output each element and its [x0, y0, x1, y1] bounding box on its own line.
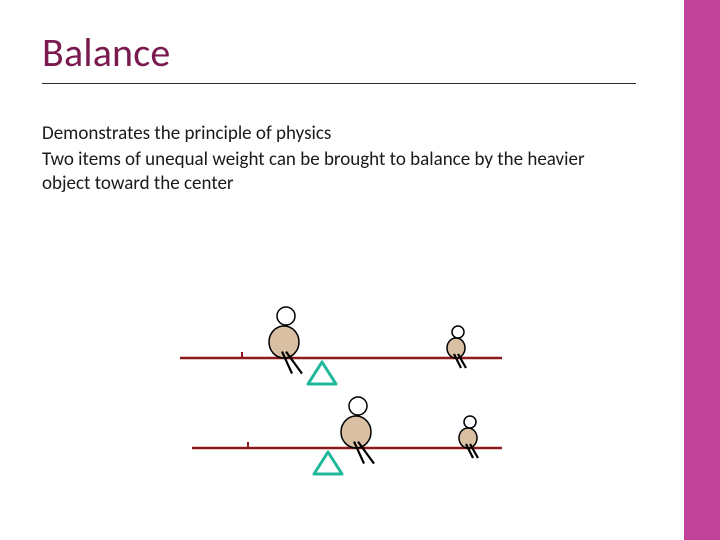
slide-title: Balance	[42, 28, 636, 77]
title-divider	[42, 83, 636, 84]
accent-bar	[684, 0, 720, 540]
balance-diagram	[172, 298, 512, 498]
slide-content: Balance Demonstrates the principle of ph…	[0, 0, 684, 195]
body-text: Demonstrates the principle of physics Tw…	[42, 122, 636, 195]
body-line: Two items of unequal weight can be broug…	[42, 148, 636, 196]
body-line: Demonstrates the principle of physics	[42, 122, 636, 146]
